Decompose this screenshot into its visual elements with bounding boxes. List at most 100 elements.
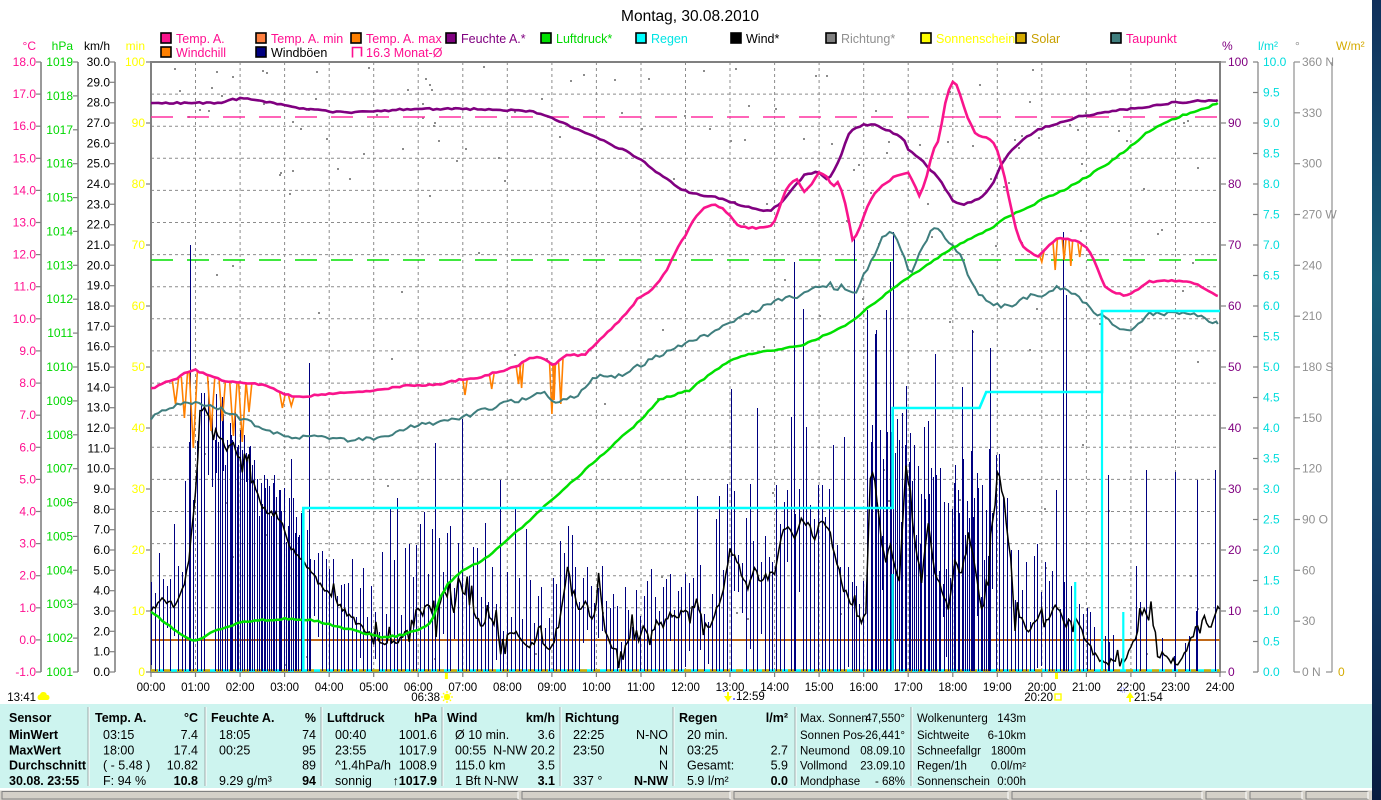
svg-text:120: 120 <box>1302 462 1322 476</box>
svg-text:3.1: 3.1 <box>538 774 555 788</box>
svg-text:9.0: 9.0 <box>93 482 110 496</box>
svg-text:9.0: 9.0 <box>19 344 36 358</box>
svg-text:47,550°: 47,550° <box>865 713 905 725</box>
svg-text:02:00: 02:00 <box>226 682 255 694</box>
svg-text:16.0: 16.0 <box>13 119 37 133</box>
svg-text:6-10km: 6-10km <box>988 730 1026 742</box>
svg-text:30.08. 23:55: 30.08. 23:55 <box>9 774 79 788</box>
svg-text:-1.0: -1.0 <box>15 665 36 679</box>
svg-text:12.0: 12.0 <box>87 421 111 435</box>
svg-text:26.0: 26.0 <box>87 136 111 150</box>
svg-text:03:15: 03:15 <box>103 728 134 742</box>
svg-text:18:00: 18:00 <box>938 682 967 694</box>
svg-text:14:00: 14:00 <box>760 682 789 694</box>
svg-text:17:00: 17:00 <box>894 682 923 694</box>
svg-text:04:00: 04:00 <box>315 682 344 694</box>
svg-text:10.0: 10.0 <box>87 462 111 476</box>
svg-text:%: % <box>1222 39 1233 53</box>
svg-text:270 W: 270 W <box>1302 208 1337 222</box>
svg-text:19.0: 19.0 <box>87 279 111 293</box>
svg-text:km/h: km/h <box>84 39 110 53</box>
svg-text:11.0: 11.0 <box>88 441 111 455</box>
svg-text:3.5: 3.5 <box>538 759 555 773</box>
svg-text:Schneefallgr: Schneefallgr <box>917 746 981 758</box>
svg-text:1007: 1007 <box>46 462 73 476</box>
svg-text:1017: 1017 <box>46 123 73 137</box>
svg-text:90: 90 <box>1228 116 1242 130</box>
svg-text:28.0: 28.0 <box>87 96 111 110</box>
svg-text:( - 5.48 ): ( - 5.48 ) <box>103 759 150 773</box>
svg-text:20:20: 20:20 <box>1024 692 1053 704</box>
svg-text:1012: 1012 <box>46 292 73 306</box>
svg-text:210: 210 <box>1302 309 1322 323</box>
svg-text:11:00: 11:00 <box>627 682 655 694</box>
svg-text:10: 10 <box>132 604 146 618</box>
svg-text:7.0: 7.0 <box>93 523 110 537</box>
svg-text:21.0: 21.0 <box>87 238 111 252</box>
svg-text:Wind: Wind <box>447 711 477 725</box>
svg-text:5.0: 5.0 <box>19 472 36 486</box>
svg-text:8.0: 8.0 <box>19 376 36 390</box>
svg-text:N: N <box>659 759 668 773</box>
svg-text:12:59: 12:59 <box>736 691 765 703</box>
svg-text:12:00: 12:00 <box>671 682 700 694</box>
svg-text:29.0: 29.0 <box>87 75 111 89</box>
svg-text:Richtung*: Richtung* <box>841 32 895 46</box>
svg-text:300: 300 <box>1302 157 1322 171</box>
svg-text:Mondphase: Mondphase <box>800 776 860 788</box>
svg-text:MaxWert: MaxWert <box>9 744 62 758</box>
svg-text:90 O: 90 O <box>1302 513 1328 527</box>
svg-text:00:25: 00:25 <box>219 744 250 758</box>
svg-text:20 min.: 20 min. <box>687 728 728 742</box>
svg-text:7.5: 7.5 <box>1263 208 1280 222</box>
svg-text:0:00h: 0:00h <box>997 776 1026 788</box>
svg-text:19:00: 19:00 <box>983 682 1012 694</box>
svg-text:15.0: 15.0 <box>13 151 37 165</box>
svg-text:hPa: hPa <box>414 711 438 725</box>
svg-text:10:00: 10:00 <box>582 682 611 694</box>
svg-text:min: min <box>126 39 145 53</box>
svg-text:9.29 g/m³: 9.29 g/m³ <box>219 774 272 788</box>
svg-text:1.5: 1.5 <box>1263 574 1280 588</box>
svg-text:5.5: 5.5 <box>1263 330 1280 344</box>
svg-text:10.82: 10.82 <box>167 759 198 773</box>
svg-text:0.0: 0.0 <box>19 633 36 647</box>
svg-text:4.0: 4.0 <box>19 504 36 518</box>
svg-text:05:00: 05:00 <box>359 682 388 694</box>
svg-text:sonnig: sonnig <box>335 774 372 788</box>
svg-text:F: 94 %: F: 94 % <box>103 774 146 788</box>
svg-text:95: 95 <box>302 744 316 758</box>
svg-text:3.6: 3.6 <box>538 728 555 742</box>
svg-text:Luftdruck: Luftdruck <box>327 711 385 725</box>
svg-text:↑1017.9: ↑1017.9 <box>393 774 438 788</box>
svg-text:-26,441°: -26,441° <box>861 730 905 742</box>
svg-text:Richtung: Richtung <box>565 711 619 725</box>
svg-text:15:00: 15:00 <box>805 682 834 694</box>
svg-text:Durchschnitt: Durchschnitt <box>9 759 87 773</box>
svg-text:20.0: 20.0 <box>87 258 111 272</box>
svg-text:70: 70 <box>132 238 146 252</box>
svg-text:0: 0 <box>1228 665 1235 679</box>
svg-text:Vollmond: Vollmond <box>800 761 847 773</box>
svg-text:Sonnen Pos: Sonnen Pos <box>800 730 863 742</box>
svg-text:21:54: 21:54 <box>1134 692 1163 704</box>
svg-text:Neumond: Neumond <box>800 746 850 758</box>
svg-text:9.0: 9.0 <box>1263 116 1280 130</box>
svg-text:4.0: 4.0 <box>1263 421 1280 435</box>
svg-text:1011: 1011 <box>47 326 73 340</box>
svg-text:Solar: Solar <box>1031 32 1060 46</box>
svg-text:6.0: 6.0 <box>93 543 110 557</box>
svg-text:80: 80 <box>132 177 146 191</box>
svg-text:330: 330 <box>1302 106 1322 120</box>
svg-text:Luftdruck*: Luftdruck* <box>556 32 612 46</box>
svg-text:Regen: Regen <box>679 711 717 725</box>
svg-text:°: ° <box>1295 39 1300 53</box>
svg-text:22.0: 22.0 <box>87 218 111 232</box>
svg-text:24.0: 24.0 <box>87 177 111 191</box>
svg-text:74: 74 <box>302 728 316 742</box>
svg-text:0.5: 0.5 <box>1263 635 1280 649</box>
svg-text:6.0: 6.0 <box>1263 299 1280 313</box>
svg-text:20: 20 <box>1228 543 1242 557</box>
svg-text:150: 150 <box>1302 411 1322 425</box>
svg-text:Taupunkt: Taupunkt <box>1126 32 1177 46</box>
